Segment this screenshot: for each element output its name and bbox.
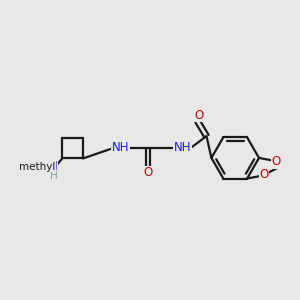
Text: H: H [50, 171, 58, 181]
Text: O: O [143, 166, 153, 179]
Text: methyl: methyl [19, 162, 55, 172]
Text: O: O [259, 168, 268, 181]
Text: NH: NH [174, 140, 191, 154]
Text: O: O [271, 155, 280, 168]
Text: NH: NH [112, 140, 129, 154]
Text: N: N [49, 160, 57, 173]
Text: O: O [194, 109, 203, 122]
